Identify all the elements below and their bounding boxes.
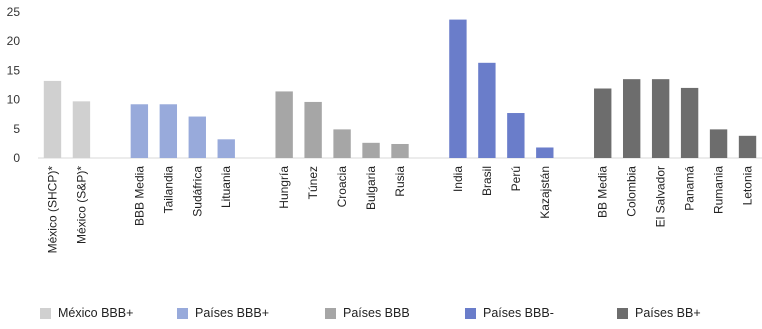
bar	[362, 142, 380, 158]
bar	[333, 129, 351, 158]
x-category-label: Brasil	[480, 166, 494, 196]
legend: México BBB+ Países BBB+ Países BBB Países B…	[0, 303, 762, 325]
bars	[43, 19, 757, 159]
bar	[738, 135, 757, 158]
legend-label: México BBB+	[58, 306, 134, 320]
y-axis: 0 5 10 15 20 25	[7, 5, 762, 165]
y-tick-label: 15	[7, 63, 21, 77]
legend-swatch	[325, 307, 336, 319]
legend-swatch	[177, 307, 188, 319]
legend-item: México BBB+	[40, 303, 133, 323]
x-category-label: BB Media	[596, 166, 610, 218]
y-tick-label: 20	[7, 34, 21, 48]
x-category-label: Tailandia	[161, 166, 175, 214]
x-category-label: Hungría	[277, 166, 291, 209]
legend-label: Países BB+	[635, 306, 701, 320]
legend-item: Países BBB	[325, 303, 410, 323]
bar	[275, 91, 293, 158]
legend-item: Países BB+	[617, 303, 701, 323]
x-category-label: BBB Media	[132, 166, 146, 226]
x-category-label: Rusia	[393, 166, 407, 197]
y-tick-label: 25	[7, 5, 21, 19]
bar	[130, 104, 149, 158]
legend-swatch	[465, 307, 476, 319]
bar	[536, 147, 554, 158]
x-category-label: Perú	[509, 166, 523, 191]
y-tick-label: 0	[13, 151, 20, 165]
legend-swatch	[40, 307, 51, 319]
legend-item: Países BBB+	[177, 303, 269, 323]
bar	[622, 79, 641, 158]
bar	[391, 143, 409, 158]
y-tick-label: 5	[13, 122, 20, 136]
x-category-label: Sudáfrica	[190, 166, 204, 217]
x-category-label: Kazajstán	[538, 166, 552, 219]
bar	[159, 104, 178, 158]
y-tick-label: 10	[7, 93, 21, 107]
x-category-label: Croacia	[335, 166, 349, 208]
x-category-label: Letonia	[741, 166, 755, 206]
x-category-label: Panamá	[683, 166, 697, 211]
x-category-label: Rumania	[712, 166, 726, 214]
bar	[304, 101, 322, 158]
legend-label: Países BBB+	[195, 306, 269, 320]
legend-label: Países BBB-	[483, 306, 554, 320]
bar	[478, 62, 496, 159]
bar	[594, 88, 612, 158]
bar	[449, 19, 467, 159]
legend-swatch	[617, 307, 628, 319]
bar	[188, 116, 206, 158]
x-category-label: India	[451, 166, 465, 192]
bar	[43, 80, 62, 158]
x-category-label: Colombia	[625, 166, 639, 217]
bar	[72, 101, 91, 158]
bar	[709, 129, 728, 158]
x-category-label: El Salvador	[654, 166, 668, 227]
x-category-label: México (S&P)*	[74, 166, 88, 244]
legend-label: Países BBB	[343, 306, 410, 320]
legend-item: Países BBB-	[465, 303, 554, 323]
bar	[651, 79, 670, 158]
bar	[680, 87, 699, 158]
x-category-label: Bulgaria	[364, 166, 378, 210]
bar	[217, 139, 235, 158]
x-axis-labels: México (SHCP)* México (S&P)* BBB Media Tail…	[45, 166, 754, 254]
bar	[507, 113, 525, 158]
x-category-label: Túnez	[306, 166, 320, 199]
x-category-label: México (SHCP)*	[45, 166, 59, 254]
x-category-label: Lituania	[219, 166, 233, 208]
